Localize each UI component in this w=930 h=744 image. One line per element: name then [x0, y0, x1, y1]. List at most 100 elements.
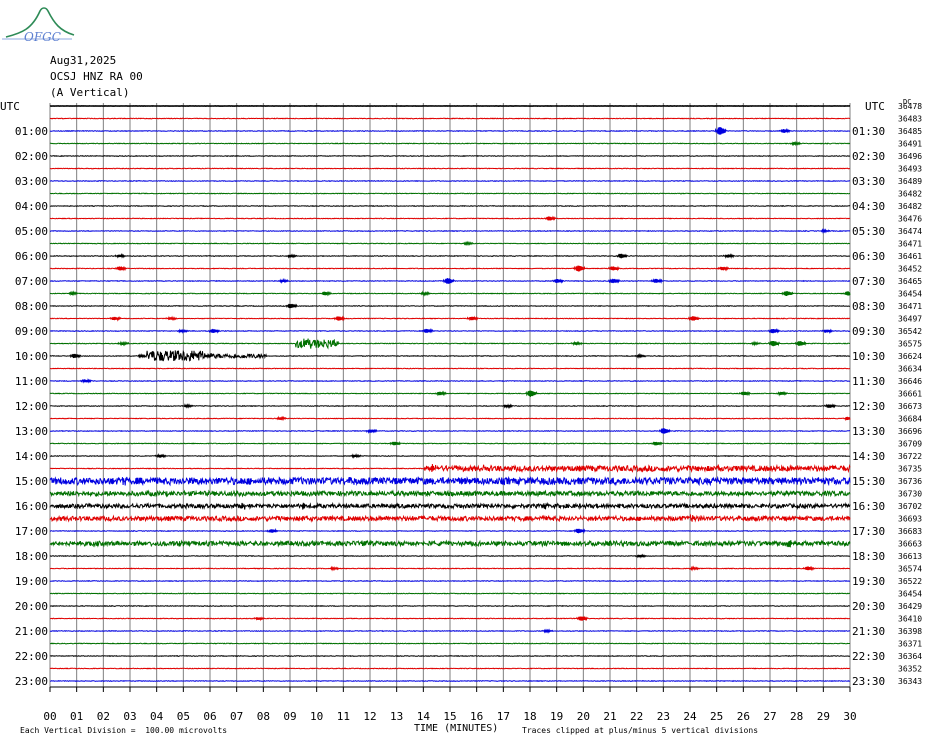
trace-value-label: 36352 — [898, 665, 922, 674]
trace-value-label: 36343 — [898, 677, 922, 686]
seismic-trace — [49, 215, 851, 221]
right-hour-label: 18:30 — [852, 550, 885, 563]
left-hour-label: 15:00 — [15, 475, 48, 488]
seismic-trace — [49, 452, 851, 459]
seismic-trace — [49, 338, 850, 350]
right-hour-label: 06:30 — [852, 250, 885, 263]
trace-value-label: 36497 — [898, 315, 922, 324]
right-hour-label: 22:30 — [852, 650, 885, 663]
trace-value-label: 36471 — [898, 240, 922, 249]
left-hour-label: 23:00 — [15, 675, 48, 688]
trace-value-label: 36478 — [898, 102, 922, 111]
seismic-trace — [49, 277, 851, 285]
x-axis-title: TIME (MINUTES) — [414, 723, 499, 734]
trace-value-label: 36454 — [898, 590, 922, 599]
seismic-trace — [49, 140, 851, 147]
seismic-trace — [49, 489, 851, 498]
axis-labels: 00 01 02 03 04 05 06 07 08 09 10 11 12 13 14 15 16 17 18 19… — [0, 98, 922, 723]
trace-value-label: 36646 — [898, 377, 922, 386]
left-hour-label: 03:00 — [15, 175, 48, 188]
seismic-trace — [49, 252, 851, 260]
trace-value-label: 36485 — [898, 127, 922, 136]
trace-value-label: 36364 — [898, 652, 922, 661]
right-hour-label: 13:30 — [852, 425, 885, 438]
left-hour-label: 17:00 — [15, 525, 48, 538]
seismic-trace — [49, 592, 851, 595]
seismic-trace — [49, 349, 851, 362]
x-tick-label: 17 — [497, 710, 510, 723]
trace-value-label: 36702 — [898, 502, 922, 511]
right-hour-label: 02:30 — [852, 150, 885, 163]
clipping-note: Traces clipped at plus/minus 5 vertical … — [522, 726, 759, 735]
seismic-trace — [49, 127, 851, 135]
x-tick-label: 08 — [257, 710, 270, 723]
left-hour-label: 09:00 — [15, 325, 48, 338]
trace-value-label: 36452 — [898, 265, 922, 274]
seismic-trace — [49, 463, 851, 474]
component-label: (A Vertical) — [50, 86, 130, 99]
trace-value-label: 36522 — [898, 577, 922, 586]
x-tick-label: 10 — [310, 710, 323, 723]
trace-value-label: 36429 — [898, 602, 922, 611]
x-tick-label: 04 — [150, 710, 164, 723]
x-tick-label: 22 — [630, 710, 643, 723]
left-hour-label: 01:00 — [15, 125, 48, 138]
left-hour-label: 18:00 — [15, 550, 48, 563]
x-tick-label: 13 — [390, 710, 403, 723]
trace-value-label: 36735 — [898, 465, 922, 474]
trace-value-label: 36476 — [898, 215, 922, 224]
seismic-trace — [49, 327, 851, 334]
right-hour-label: 17:30 — [852, 525, 885, 538]
seismic-trace — [49, 167, 851, 170]
seismic-trace — [49, 228, 851, 234]
seismic-trace — [50, 604, 851, 608]
right-hour-label: 03:30 — [852, 175, 885, 188]
trace-value-label: 36483 — [898, 115, 922, 124]
seismic-trace — [49, 501, 851, 511]
x-tick-label: 27 — [763, 710, 776, 723]
left-axis-title: UTC — [0, 100, 20, 113]
corner-mark: DC — [903, 98, 911, 106]
x-tick-label: 16 — [470, 710, 483, 723]
trace-value-label: 36371 — [898, 640, 922, 649]
right-hour-label: 20:30 — [852, 600, 885, 613]
trace-value-label: 36693 — [898, 515, 922, 524]
x-tick-label: 15 — [443, 710, 456, 723]
x-tick-label: 01 — [70, 710, 83, 723]
left-hour-label: 08:00 — [15, 300, 48, 313]
trace-value-label: 36461 — [898, 252, 922, 261]
x-tick-label: 12 — [363, 710, 376, 723]
trace-value-label: 36722 — [898, 452, 922, 461]
trace-value-label: 36496 — [898, 152, 922, 161]
left-hour-label: 11:00 — [15, 375, 48, 388]
seismic-trace — [49, 117, 851, 120]
seismic-trace — [49, 679, 851, 683]
right-hour-label: 04:30 — [852, 200, 885, 213]
trace-value-label: 36542 — [898, 327, 922, 336]
trace-value-label: 36613 — [898, 552, 922, 561]
right-hour-label: 16:30 — [852, 500, 885, 513]
trace-value-label: 36493 — [898, 165, 922, 174]
seismic-trace — [49, 290, 851, 297]
seismic-trace — [49, 240, 851, 246]
trace-value-label: 36482 — [898, 190, 922, 199]
seismic-trace — [49, 179, 851, 183]
x-tick-label: 14 — [417, 710, 431, 723]
right-hour-label: 15:30 — [852, 475, 885, 488]
right-hour-label: 08:30 — [852, 300, 885, 313]
trace-value-label: 36491 — [898, 140, 922, 149]
left-hour-label: 21:00 — [15, 625, 48, 638]
seismic-trace — [50, 565, 850, 572]
seismic-trace — [49, 192, 850, 195]
x-tick-label: 05 — [177, 710, 190, 723]
right-hour-label: 21:30 — [852, 625, 885, 638]
left-hour-label: 20:00 — [15, 600, 48, 613]
x-tick-label: 11 — [337, 710, 350, 723]
logo-text: OFGC — [24, 30, 61, 44]
x-tick-label: 06 — [203, 710, 216, 723]
trace-value-label: 36673 — [898, 402, 922, 411]
left-hour-label: 16:00 — [15, 500, 48, 513]
right-hour-label: 01:30 — [852, 125, 885, 138]
left-hour-label: 06:00 — [15, 250, 48, 263]
